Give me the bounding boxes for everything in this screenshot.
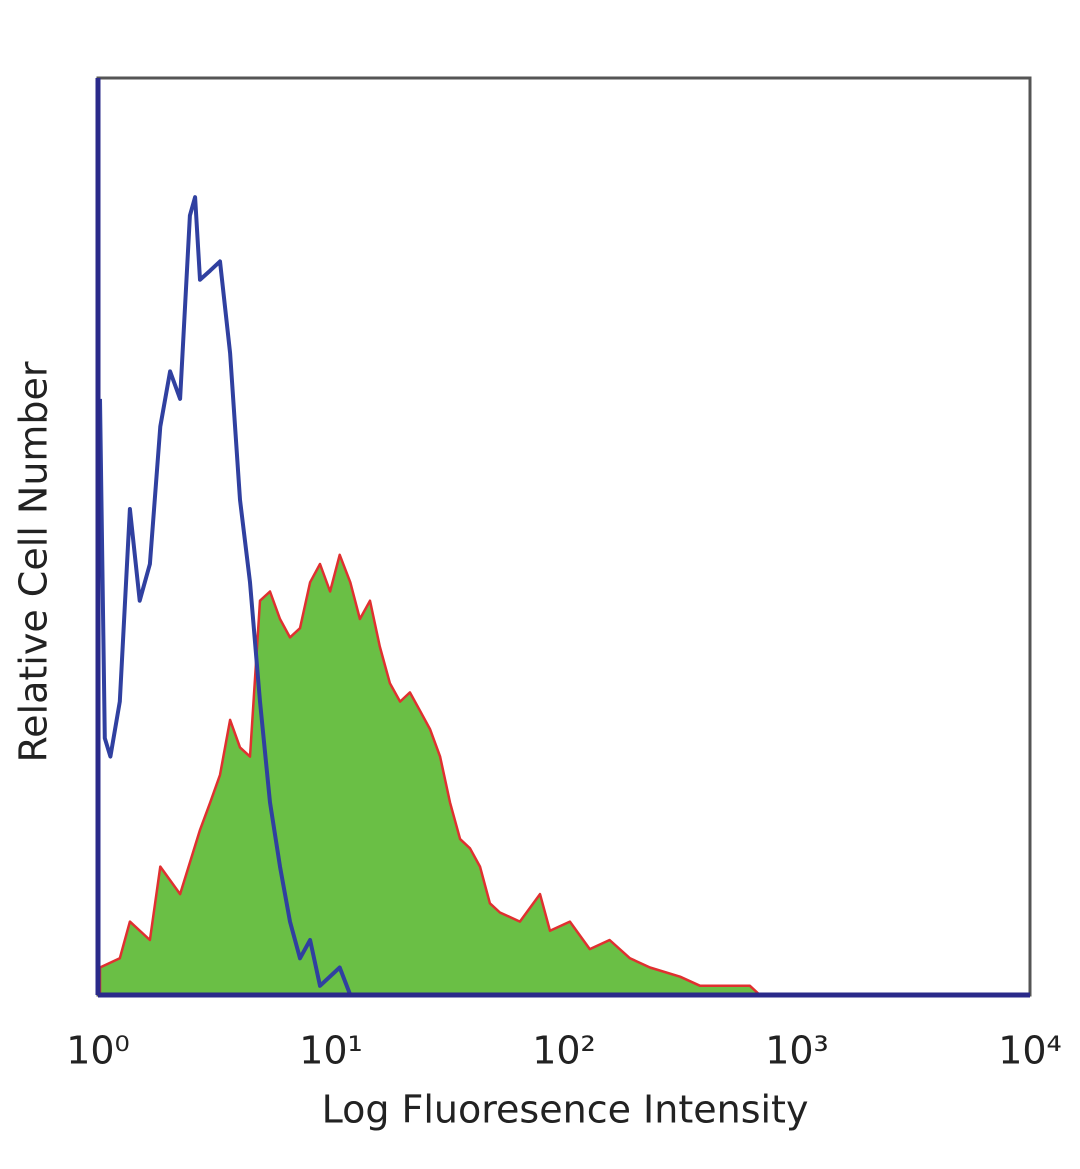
area xyxy=(98,553,762,997)
x-tick-label: 10⁰ xyxy=(66,1029,130,1073)
x-tick-label: 10² xyxy=(532,1029,596,1073)
line xyxy=(98,195,353,996)
x-tick-label: 10¹ xyxy=(299,1029,363,1073)
x-tick-label: 10³ xyxy=(765,1029,829,1073)
x-tick-label: 10⁴ xyxy=(998,1029,1062,1073)
y-axis-label: Relative Cell Number xyxy=(12,361,56,762)
x-axis-label: Log Fluoresence Intensity xyxy=(322,1088,809,1132)
